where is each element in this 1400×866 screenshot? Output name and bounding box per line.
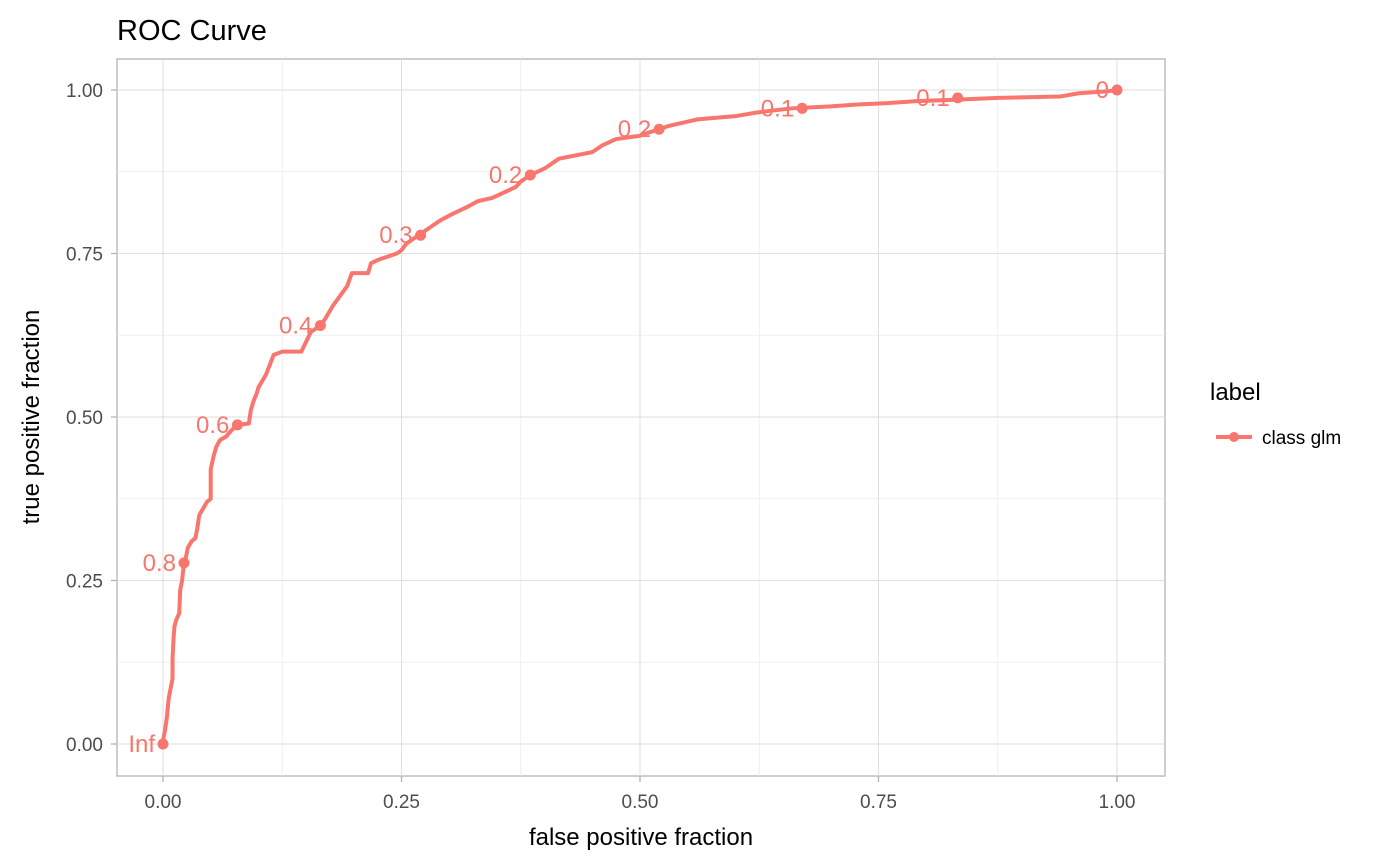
threshold-label: 0.1 xyxy=(761,95,794,122)
threshold-label: 0.8 xyxy=(143,550,176,577)
threshold-label: 0.3 xyxy=(379,222,412,249)
threshold-label: 0.2 xyxy=(618,116,651,143)
plot-panel: 0.00 0.25 0.50 0.75 1.00 0.00 0.25 0.50 0.75 1.00… xyxy=(66,58,1166,813)
threshold-point xyxy=(653,123,665,135)
threshold-point xyxy=(952,92,964,104)
threshold-point xyxy=(415,229,427,241)
threshold-point xyxy=(157,738,169,750)
y-tick-label: 1.00 xyxy=(66,81,103,102)
threshold-label: 0.6 xyxy=(196,412,229,439)
grid-lines xyxy=(117,59,1165,776)
threshold-point xyxy=(524,169,536,181)
threshold-label: 0.1 xyxy=(916,85,949,112)
x-axis-title: false positive fraction xyxy=(529,824,753,851)
y-axis-title: true positive fraction xyxy=(18,310,45,525)
y-tick-label: 0.50 xyxy=(66,408,103,429)
chart-title: ROC Curve xyxy=(117,15,267,47)
legend-key-point xyxy=(1229,432,1239,442)
legend-title: label xyxy=(1210,379,1261,406)
threshold-point xyxy=(314,319,326,331)
x-tick-label: 0.25 xyxy=(383,792,420,813)
threshold-point xyxy=(178,557,190,569)
y-tick-label: 0.75 xyxy=(66,245,103,266)
threshold-label: 0.2 xyxy=(489,162,522,189)
threshold-point xyxy=(231,419,243,431)
legend-label: class glm xyxy=(1262,428,1341,449)
roc-series xyxy=(157,84,1123,750)
y-tick-label: 0.25 xyxy=(66,572,103,593)
x-tick-label: 0.75 xyxy=(860,792,897,813)
y-tick-label: 0.00 xyxy=(66,735,103,756)
threshold-point xyxy=(1111,84,1123,96)
x-tick-label: 0.50 xyxy=(622,792,659,813)
x-tick-label: 1.00 xyxy=(1099,792,1136,813)
legend: label class glm xyxy=(1210,379,1341,449)
threshold-labels: Inf 0.8 0.6 0.4 0.3 0.2 0.2 0.1 0.1 0 xyxy=(128,77,1109,758)
axis-ticks: 0.00 0.25 0.50 0.75 1.00 0.00 0.25 0.50 0.75 1.00 xyxy=(66,81,1135,813)
threshold-label: Inf xyxy=(128,731,155,758)
roc-line xyxy=(161,88,1119,746)
threshold-label: 0 xyxy=(1096,77,1109,104)
threshold-label: 0.4 xyxy=(279,312,312,339)
threshold-point xyxy=(796,102,808,114)
x-tick-label: 0.00 xyxy=(145,792,182,813)
